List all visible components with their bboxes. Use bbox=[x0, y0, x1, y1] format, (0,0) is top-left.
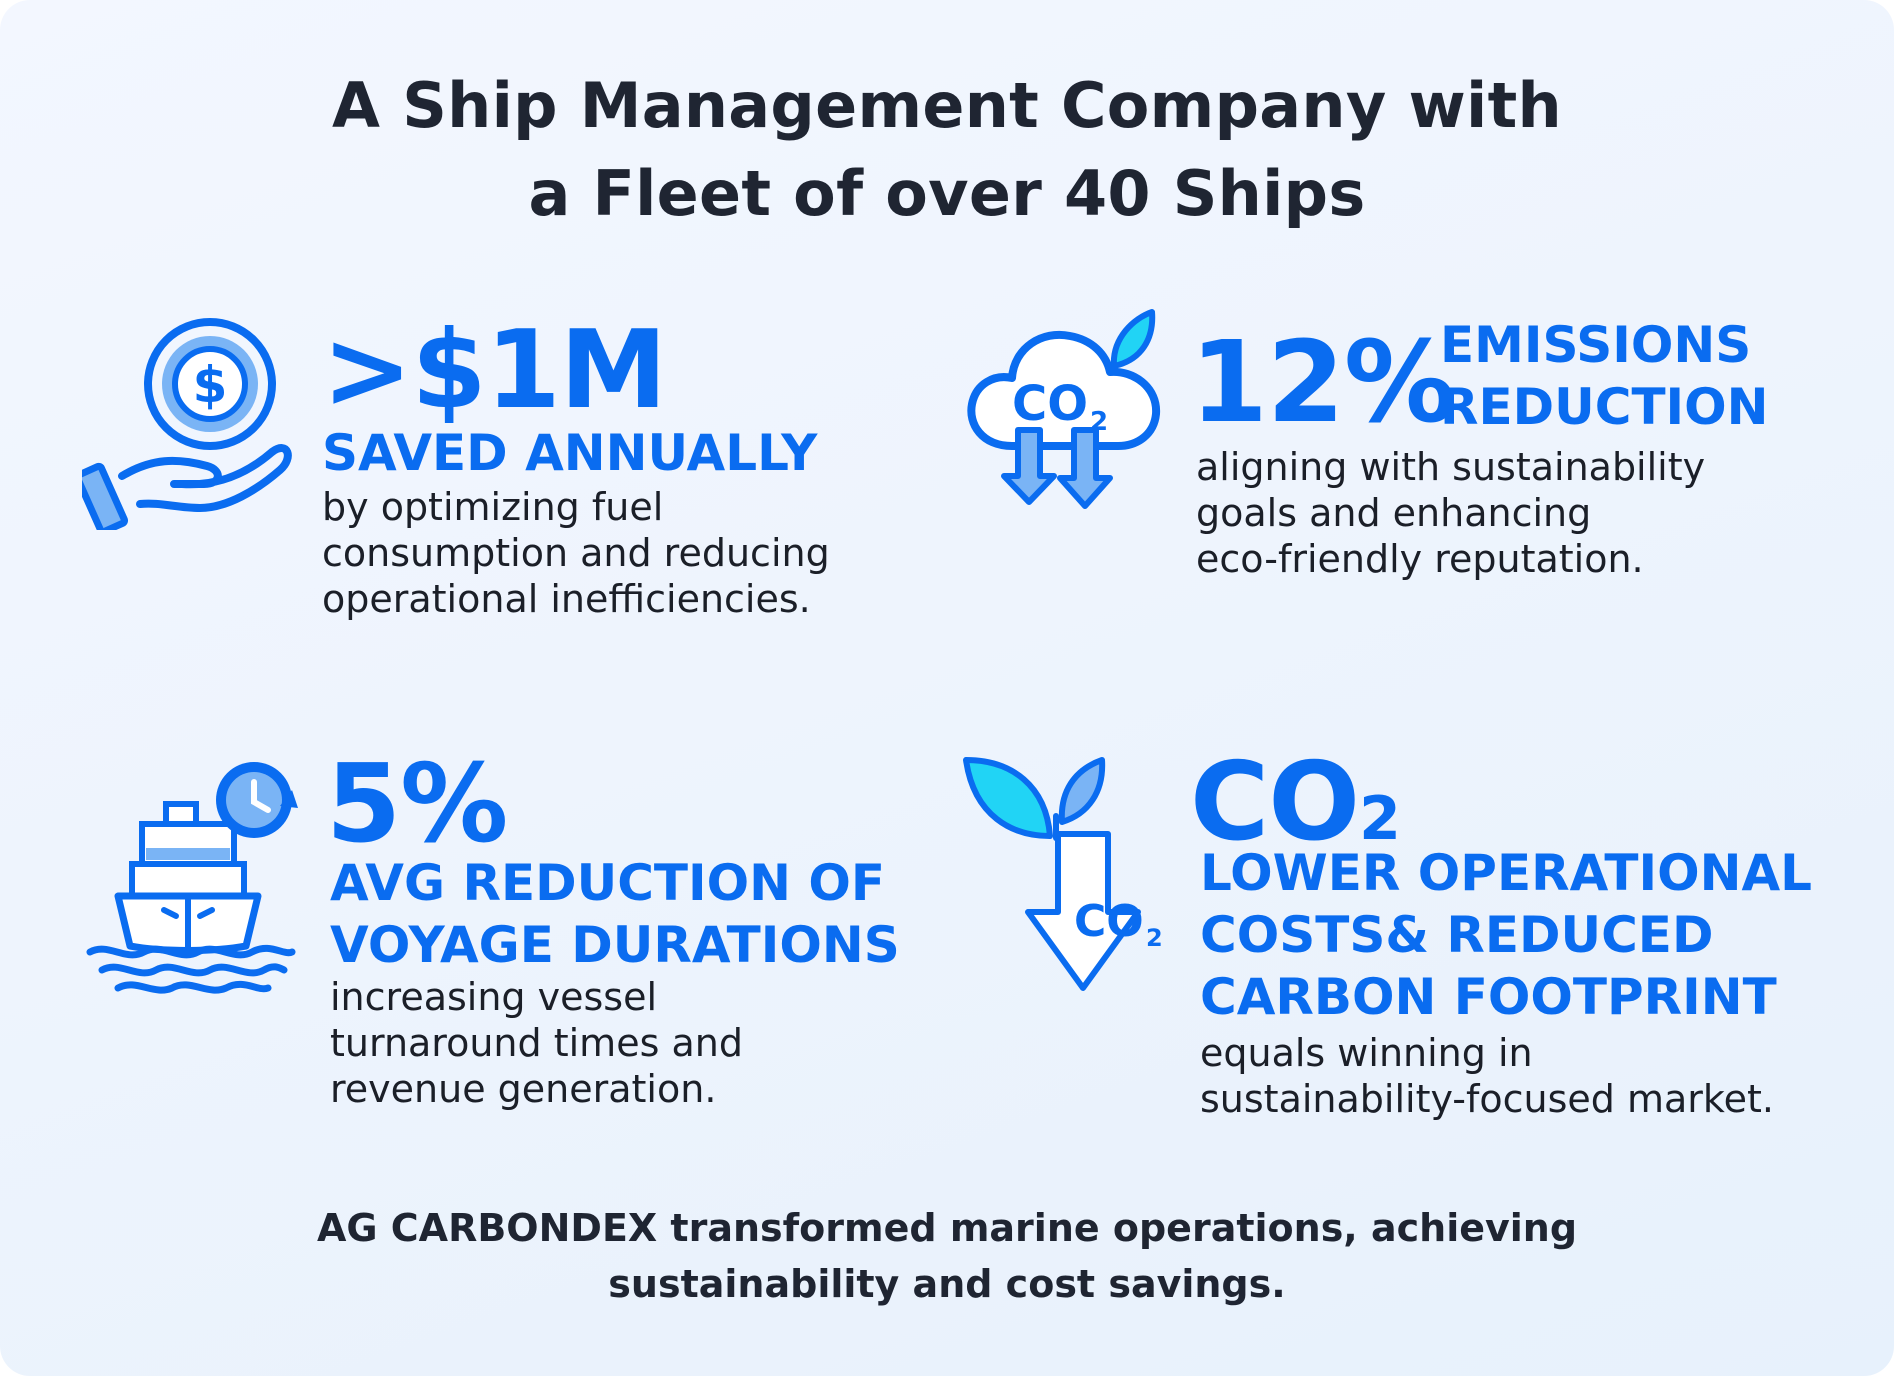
stat-3-desc-line: revenue generation. bbox=[330, 1067, 717, 1111]
stat-1-description: by optimizing fuel consumption and reduc… bbox=[322, 484, 830, 622]
stat-3-label: AVG REDUCTION OF VOYAGE DURATIONS bbox=[330, 852, 900, 976]
stat-1-label-line: SAVED ANNUALLY bbox=[322, 424, 818, 482]
stat-2-label: EMISSIONS REDUCTION bbox=[1440, 314, 1769, 438]
stat-3-desc-line: increasing vessel bbox=[330, 975, 658, 1019]
stat-4-description: equals winning in sustainability-focused… bbox=[1200, 1030, 1774, 1122]
stat-4-desc-line: sustainability-focused market. bbox=[1200, 1077, 1774, 1121]
stat-4-label-line: CARBON FOOTPRINT bbox=[1200, 968, 1777, 1026]
stat-4-desc-line: equals winning in bbox=[1200, 1031, 1533, 1075]
stat-1-label: SAVED ANNUALLY bbox=[322, 422, 817, 484]
stat-4-value: CO2 bbox=[1190, 748, 1401, 874]
stat-3-desc-line: turnaround times and bbox=[330, 1021, 743, 1065]
ship-clock-icon bbox=[86, 762, 298, 994]
stat-1-desc-line: by optimizing fuel bbox=[322, 485, 664, 529]
co2-cloud-down-icon: CO 2 bbox=[967, 309, 1161, 509]
stat-3-description: increasing vessel turnaround times and r… bbox=[330, 974, 743, 1112]
stat-4-label-line: LOWER OPERATIONAL bbox=[1200, 844, 1813, 902]
stat-3-value: 5% bbox=[326, 742, 508, 867]
stat-2-desc-line: eco-friendly reputation. bbox=[1196, 537, 1644, 581]
title-line-1: A Ship Management Company with bbox=[332, 69, 1562, 142]
stat-2-desc-line: goals and enhancing bbox=[1196, 491, 1592, 535]
co2-icon-subscript: 2 bbox=[1146, 924, 1163, 952]
title-line-2: a Fleet of over 40 Ships bbox=[528, 157, 1366, 230]
stat-4-value-text: CO bbox=[1190, 740, 1360, 865]
footer-line-1: AG CARBONDEX transformed marine operatio… bbox=[316, 1206, 1578, 1250]
stat-4-value-subscript: 2 bbox=[1359, 784, 1401, 854]
stat-3-label-line: AVG REDUCTION OF bbox=[330, 854, 886, 912]
stat-2-desc-line: aligning with sustainability bbox=[1196, 445, 1706, 489]
stat-4-label-line: COSTS& REDUCED bbox=[1200, 906, 1714, 964]
co2-icon-glyph: CO bbox=[1074, 896, 1144, 947]
page-title: A Ship Management Company with a Fleet o… bbox=[0, 62, 1894, 238]
co2-icon-glyph: CO bbox=[1012, 376, 1088, 432]
stat-4-label: LOWER OPERATIONAL COSTS& REDUCED CARBON … bbox=[1200, 842, 1812, 1028]
stat-3-label-line: VOYAGE DURATIONS bbox=[330, 916, 900, 974]
hand-holding-coin-icon: $ bbox=[82, 318, 292, 530]
footer-summary: AG CARBONDEX transformed marine operatio… bbox=[0, 1200, 1894, 1312]
leaf-co2-arrow-icon: CO 2 bbox=[963, 757, 1163, 991]
stat-1-desc-line: operational inefficiencies. bbox=[322, 577, 811, 621]
footer-line-2: sustainability and cost savings. bbox=[608, 1262, 1286, 1306]
stat-1-desc-line: consumption and reducing bbox=[322, 531, 830, 575]
stat-2-value: 12% bbox=[1190, 318, 1456, 448]
stat-2-label-line: EMISSIONS bbox=[1440, 316, 1752, 374]
stat-2-description: aligning with sustainability goals and e… bbox=[1196, 444, 1705, 582]
stat-2-label-line: REDUCTION bbox=[1440, 378, 1769, 436]
stat-1-value: >$1M bbox=[322, 308, 667, 433]
dollar-icon-glyph: $ bbox=[193, 356, 228, 414]
